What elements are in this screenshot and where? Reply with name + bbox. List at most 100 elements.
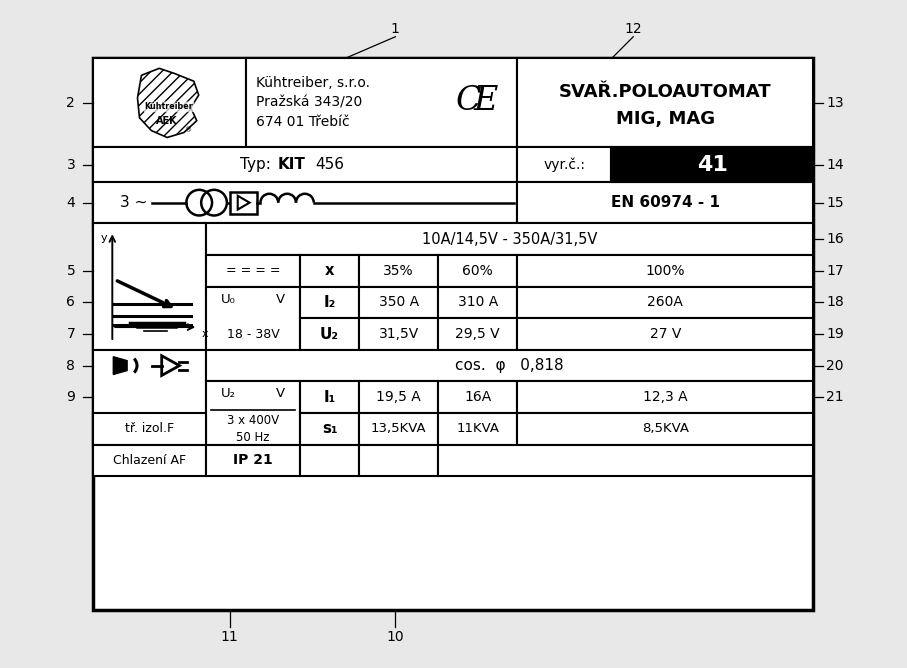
Bar: [611, 148, 814, 182]
Text: 13: 13: [826, 96, 844, 110]
Bar: [359, 255, 438, 287]
Text: s₁: s₁: [322, 422, 337, 436]
Text: 9: 9: [66, 390, 75, 404]
Text: MIG, MAG: MIG, MAG: [616, 110, 715, 128]
Text: 4: 4: [66, 196, 75, 210]
Text: U₀: U₀: [221, 293, 236, 306]
Text: 5: 5: [66, 264, 75, 278]
Text: 12,3 A: 12,3 A: [643, 390, 688, 404]
Text: 20: 20: [826, 359, 844, 373]
Bar: [206, 255, 300, 287]
Text: 29,5 V: 29,5 V: [455, 327, 500, 341]
Text: 2: 2: [66, 96, 75, 110]
Text: 8: 8: [66, 359, 75, 373]
Bar: [438, 381, 517, 413]
Bar: [517, 287, 814, 318]
Text: KIT: KIT: [278, 157, 305, 172]
Bar: [359, 318, 438, 350]
Bar: [517, 59, 814, 148]
Bar: [517, 182, 814, 223]
Text: 3: 3: [66, 158, 75, 172]
Bar: [517, 381, 814, 413]
Bar: [206, 381, 300, 445]
Bar: [517, 148, 611, 182]
Bar: [300, 381, 359, 413]
Text: 1: 1: [391, 22, 400, 36]
Text: U₂: U₂: [221, 387, 236, 400]
Bar: [93, 445, 206, 476]
Bar: [93, 182, 517, 223]
Bar: [93, 350, 206, 445]
Text: AEK: AEK: [156, 116, 178, 126]
Text: 11: 11: [220, 630, 239, 644]
Text: Kühtreiber, s.r.o.: Kühtreiber, s.r.o.: [256, 76, 369, 90]
Text: 35%: 35%: [384, 264, 414, 278]
PathPatch shape: [138, 68, 199, 138]
Bar: [93, 59, 814, 609]
Bar: [300, 287, 359, 318]
Bar: [93, 59, 246, 148]
Bar: [438, 445, 814, 476]
Text: tř. izol.F: tř. izol.F: [125, 422, 174, 436]
Text: 19,5 A: 19,5 A: [376, 390, 421, 404]
Text: Typ:: Typ:: [239, 157, 275, 172]
Text: 7: 7: [66, 327, 75, 341]
Text: I₁: I₁: [324, 389, 336, 405]
Text: 260A: 260A: [648, 295, 683, 309]
Text: 10: 10: [386, 630, 405, 644]
Text: Kühtreiber: Kühtreiber: [145, 102, 193, 112]
Text: = = = =: = = = =: [226, 265, 280, 277]
Text: 310 A: 310 A: [457, 295, 498, 309]
Text: 16A: 16A: [464, 390, 492, 404]
Bar: [359, 381, 438, 413]
Bar: [438, 318, 517, 350]
Text: Chlazení AF: Chlazení AF: [112, 454, 186, 467]
Text: vyr.č.:: vyr.č.:: [543, 158, 585, 172]
Bar: [359, 287, 438, 318]
Text: 17: 17: [826, 264, 844, 278]
Text: E: E: [473, 85, 498, 117]
Text: 60%: 60%: [463, 264, 493, 278]
Text: 31,5V: 31,5V: [378, 327, 419, 341]
Text: SVAŘ.POLOAUTOMAT: SVAŘ.POLOAUTOMAT: [559, 84, 772, 102]
Text: U₂: U₂: [320, 327, 339, 341]
Text: 8,5KVA: 8,5KVA: [642, 422, 688, 436]
Bar: [517, 255, 814, 287]
Text: 3 ~: 3 ~: [121, 195, 148, 210]
Text: 16: 16: [826, 232, 844, 246]
Text: cos.  φ   0,818: cos. φ 0,818: [455, 358, 564, 373]
Bar: [359, 413, 438, 445]
Bar: [300, 445, 359, 476]
Text: 13,5KVA: 13,5KVA: [371, 422, 426, 436]
Bar: [93, 223, 206, 350]
Text: 41: 41: [697, 154, 727, 174]
Bar: [206, 350, 814, 381]
Bar: [246, 59, 517, 148]
Bar: [93, 413, 206, 445]
Text: 15: 15: [826, 196, 844, 210]
Text: 21: 21: [826, 390, 844, 404]
Text: 6: 6: [66, 295, 75, 309]
Text: V: V: [276, 387, 285, 400]
Bar: [206, 223, 814, 255]
Text: IP 21: IP 21: [233, 454, 273, 468]
Text: y: y: [101, 233, 107, 243]
Bar: [300, 413, 359, 445]
Text: V: V: [276, 293, 285, 306]
Text: 11KVA: 11KVA: [456, 422, 499, 436]
Bar: [229, 192, 258, 214]
Bar: [517, 413, 814, 445]
Text: Pražská 343/20: Pražská 343/20: [256, 96, 362, 110]
Text: 18: 18: [826, 295, 844, 309]
Text: 14: 14: [826, 158, 844, 172]
Text: 12: 12: [624, 22, 642, 36]
Text: 18 - 38V: 18 - 38V: [227, 327, 279, 341]
Text: C: C: [456, 85, 482, 117]
Polygon shape: [113, 357, 127, 375]
Text: 674 01 Třebíč: 674 01 Třebíč: [256, 116, 349, 130]
Text: EN 60974 - 1: EN 60974 - 1: [610, 195, 720, 210]
Bar: [359, 445, 438, 476]
Bar: [438, 287, 517, 318]
Bar: [438, 255, 517, 287]
Text: 10A/14,5V - 350A/31,5V: 10A/14,5V - 350A/31,5V: [422, 232, 598, 246]
